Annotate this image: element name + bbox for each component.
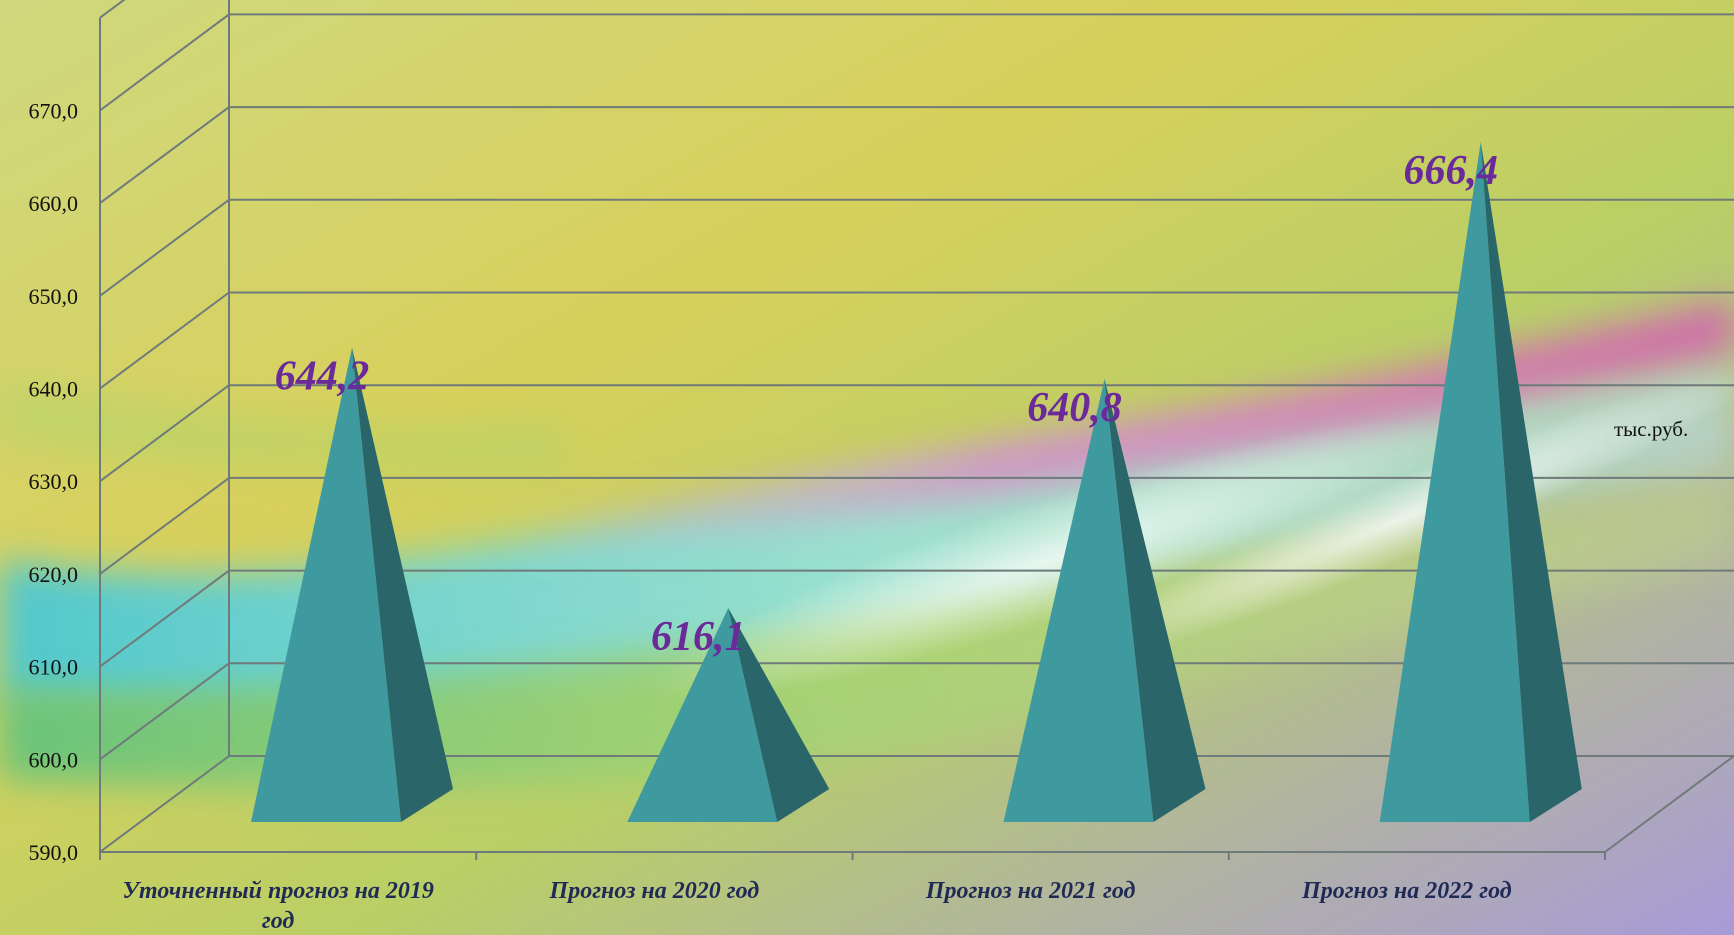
chart-bars	[251, 141, 1582, 823]
pyramid-side-face	[728, 608, 830, 822]
side-wall-gridline	[99, 106, 230, 204]
side-wall-gridline	[99, 477, 230, 575]
side-wall-gridline	[99, 569, 230, 668]
y-tick-label: 660,0	[29, 191, 79, 216]
data-label: 640,8	[1027, 385, 1122, 431]
pyramid-side-face	[1480, 141, 1582, 823]
side-wall-gridline	[99, 291, 230, 390]
category-labels: Уточненный прогноз на 2019 год Прогноз на …	[122, 878, 1511, 934]
side-wall-gridline	[99, 198, 230, 297]
category-label: Прогноз на 2022 год	[1301, 878, 1512, 904]
y-axis-ticks: 590,0 600,0 610,0 620,0 630,0 640,0 650,0 660,0…	[29, 98, 79, 865]
data-label: 666,4	[1404, 148, 1499, 194]
category-label: год	[262, 908, 295, 934]
y-tick-label: 670,0	[29, 98, 79, 123]
pyramid-bar	[251, 347, 453, 822]
floor-edge	[1604, 755, 1734, 853]
pyramid-front-face	[1003, 379, 1154, 822]
y-tick-label: 630,0	[29, 469, 79, 494]
unit-label: тыс.руб.	[1614, 417, 1688, 441]
pyramid-bar	[1003, 379, 1206, 822]
y-tick-label: 600,0	[29, 747, 79, 772]
pyramid-front-face	[627, 608, 778, 822]
y-tick-label: 620,0	[29, 562, 79, 587]
data-label: 616,1	[651, 614, 746, 660]
pyramid-side-face	[1104, 379, 1206, 822]
category-label: Прогноз на 2021 год	[925, 878, 1136, 904]
pyramid-side-face	[352, 347, 453, 822]
side-wall-gridline	[99, 384, 230, 483]
pyramid-bar	[1379, 141, 1582, 823]
data-label: 644,2	[275, 354, 370, 400]
pyramid-front-face	[1379, 141, 1530, 823]
pyramid-front-face	[251, 347, 401, 822]
side-wall-gridline	[99, 755, 230, 853]
side-wall-gridline	[99, 662, 230, 761]
side-wall-gridline	[99, 0, 126, 19]
data-labels: 644,2 616,1 640,8 666,4	[275, 148, 1498, 660]
y-tick-label: 610,0	[29, 655, 79, 680]
y-tick-label: 640,0	[29, 377, 79, 402]
category-label: Уточненный прогноз на 2019	[122, 878, 434, 904]
side-wall-gridline	[99, 13, 230, 112]
y-tick-label: 590,0	[29, 840, 79, 865]
category-label: Прогноз на 2020 год	[549, 878, 760, 904]
y-tick-label: 650,0	[29, 284, 79, 309]
pyramid-bar	[627, 608, 830, 822]
